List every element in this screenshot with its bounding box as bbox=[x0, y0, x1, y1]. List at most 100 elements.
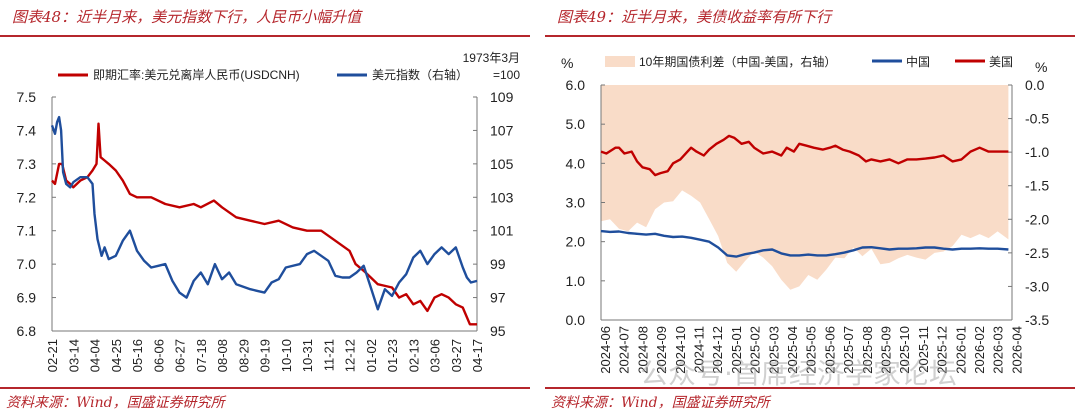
x-tick-label: 08-08 bbox=[215, 339, 230, 372]
x-tick-label: 2026-02 bbox=[972, 326, 987, 374]
footer-divider bbox=[0, 387, 530, 389]
chart-bond-yields: 6.0 5.0 4.0 3.0 2.0 1.0 0.0 0.0 -0.5 -1.0 -1.5 -2.0… bbox=[561, 54, 1049, 374]
y-tick-label-left: 7.0 bbox=[17, 256, 37, 272]
legend-label-spread: 10年期国债利差（中国-美国，右轴） bbox=[639, 54, 836, 69]
x-tick-label: 09-19 bbox=[258, 339, 273, 372]
x-tick-label: 2025-01 bbox=[729, 326, 744, 374]
x-tick-label: 2025-09 bbox=[879, 326, 894, 374]
y-tick-label-left: 3.0 bbox=[566, 195, 586, 211]
x-tick-label: 2025-05 bbox=[804, 326, 819, 374]
x-tick-label: 2025-06 bbox=[822, 326, 837, 374]
y-tick-label-right: -2.0 bbox=[1025, 211, 1049, 227]
x-tick-label: 2024-08 bbox=[635, 326, 650, 374]
y-tick-label-right: -0.5 bbox=[1025, 111, 1049, 127]
legend-label-china: 中国 bbox=[906, 54, 930, 69]
y-tick-label-right: 109 bbox=[490, 89, 514, 105]
x-tick-label: 2024-06 bbox=[598, 326, 613, 374]
y-tick-label-left: 2.0 bbox=[566, 234, 586, 250]
x-tick-label: 04-04 bbox=[88, 339, 103, 372]
x-tick-label: 2025-03 bbox=[766, 326, 781, 374]
x-tick-label: 2026-04 bbox=[1009, 326, 1024, 374]
legend-label-dxy: 美元指数（右轴） bbox=[372, 67, 468, 82]
y-tick-label-right: -3.5 bbox=[1025, 312, 1049, 328]
chart-panel-bond-yields: 图表49：近半月来，美债收益率有所下行 6.0 5.0 4.0 3.0 2.0 1.0 0.… bbox=[545, 0, 1075, 412]
x-tick-label: 2026-01 bbox=[953, 326, 968, 374]
y-tick-label-left: 4.0 bbox=[566, 155, 586, 171]
x-tick-label: 10-10 bbox=[279, 339, 294, 372]
x-tick-label: 03-27 bbox=[449, 339, 464, 372]
x-tick-label: 12-12 bbox=[343, 339, 358, 372]
y-tick-label-right: 103 bbox=[490, 189, 514, 205]
chart-panel-usdcnh-dxy: 图表48：近半月来，美元指数下行，人民币小幅升值 7.5 7.4 7.3 7.2 7.1… bbox=[0, 0, 530, 412]
x-tick-label: 2025-04 bbox=[785, 326, 800, 374]
watermark: 公众号·首席经济学家论坛 bbox=[640, 357, 957, 390]
x-tick-label: 06-27 bbox=[173, 339, 188, 372]
x-tick-label: 2024-09 bbox=[654, 326, 669, 374]
y-tick-label-left: 7.1 bbox=[17, 223, 37, 239]
y-tick-label-left: 6.0 bbox=[566, 77, 586, 93]
x-tick-label: 2024-10 bbox=[673, 326, 688, 374]
x-tick-label: 01-02 bbox=[364, 339, 379, 372]
y-tick-label-right: 0.0 bbox=[1025, 77, 1045, 93]
title-divider bbox=[545, 35, 1075, 37]
legend-swatch-spread bbox=[605, 56, 635, 67]
footer-divider bbox=[545, 387, 1075, 389]
x-tick-label: 02-21 bbox=[45, 339, 60, 372]
y-axis-unit-left: % bbox=[561, 55, 573, 71]
spread-area bbox=[601, 85, 1009, 290]
x-tick-label: 06-06 bbox=[151, 339, 166, 372]
x-tick-label: 05-16 bbox=[130, 339, 145, 372]
y-tick-label-left: 7.2 bbox=[17, 189, 37, 205]
y-tick-label-right: -1.0 bbox=[1025, 144, 1049, 160]
y-axis-unit-right: % bbox=[1035, 59, 1047, 75]
y-tick-label-left: 0.0 bbox=[566, 312, 586, 328]
y-tick-label-right: 99 bbox=[490, 256, 506, 272]
series-line-left bbox=[51, 122, 477, 326]
x-tick-label: 08-29 bbox=[236, 339, 251, 372]
x-tick-label: 07-18 bbox=[194, 339, 209, 372]
x-tick-label: 01-23 bbox=[385, 339, 400, 372]
y-tick-label-right: 97 bbox=[490, 290, 506, 306]
y-tick-label-left: 7.5 bbox=[17, 89, 37, 105]
y-tick-label-right: 105 bbox=[490, 156, 514, 172]
x-tick-label: 2025-02 bbox=[748, 326, 763, 374]
x-tick-label: 2025-12 bbox=[935, 326, 950, 374]
series-line-right bbox=[50, 115, 478, 311]
y-tick-label-left: 6.8 bbox=[17, 323, 37, 339]
series-line-left bbox=[600, 229, 1009, 258]
x-tick-label: 03-06 bbox=[428, 339, 443, 372]
chart-title: 图表48：近半月来，美元指数下行，人民币小幅升值 bbox=[12, 8, 362, 26]
y-tick-label-left: 6.9 bbox=[17, 290, 37, 306]
y-tick-label-left: 5.0 bbox=[566, 116, 586, 132]
x-tick-label: 10-31 bbox=[300, 339, 315, 372]
x-tick-label: 2026-03 bbox=[991, 326, 1006, 374]
x-tick-label: 04-25 bbox=[109, 339, 124, 372]
x-tick-label: 2024-12 bbox=[710, 326, 725, 374]
y-tick-label-right: -3.0 bbox=[1025, 278, 1049, 294]
x-tick-label: 11-21 bbox=[321, 339, 336, 371]
note-base-period: 1973年3月 bbox=[463, 51, 520, 65]
x-tick-label: 04-17 bbox=[470, 339, 485, 372]
y-tick-label-right: 95 bbox=[490, 323, 506, 339]
source-note: 资料来源：Wind，国盛证券研究所 bbox=[6, 395, 225, 411]
y-tick-label-right: 101 bbox=[490, 223, 514, 239]
y-tick-label-left: 7.3 bbox=[17, 156, 37, 172]
x-tick-label: 2025-10 bbox=[897, 326, 912, 374]
source-note: 资料来源：Wind，国盛证券研究所 bbox=[551, 395, 770, 411]
x-tick-label: 2025-07 bbox=[841, 326, 856, 374]
y-tick-label-left: 1.0 bbox=[566, 273, 586, 289]
y-tick-label-right: -2.5 bbox=[1025, 245, 1049, 261]
title-divider bbox=[0, 35, 530, 37]
y-tick-label-right: 107 bbox=[490, 122, 514, 138]
x-tick-label: 2024-11 bbox=[692, 326, 707, 373]
series-line-left bbox=[600, 134, 1009, 177]
x-tick-label: 2025-08 bbox=[860, 326, 875, 374]
y-tick-label-right: -1.5 bbox=[1025, 178, 1049, 194]
x-tick-label: 2025-11 bbox=[916, 326, 931, 373]
x-tick-label: 03-14 bbox=[66, 339, 81, 372]
x-tick-label: 02-13 bbox=[406, 339, 421, 372]
note-base-value: =100 bbox=[493, 68, 520, 82]
legend-label-usdcnh: 即期汇率:美元兑离岸人民币(USDCNH) bbox=[93, 67, 300, 82]
chart-title: 图表49：近半月来，美债收益率有所下行 bbox=[557, 8, 832, 26]
x-tick-label: 2024-07 bbox=[617, 326, 632, 374]
